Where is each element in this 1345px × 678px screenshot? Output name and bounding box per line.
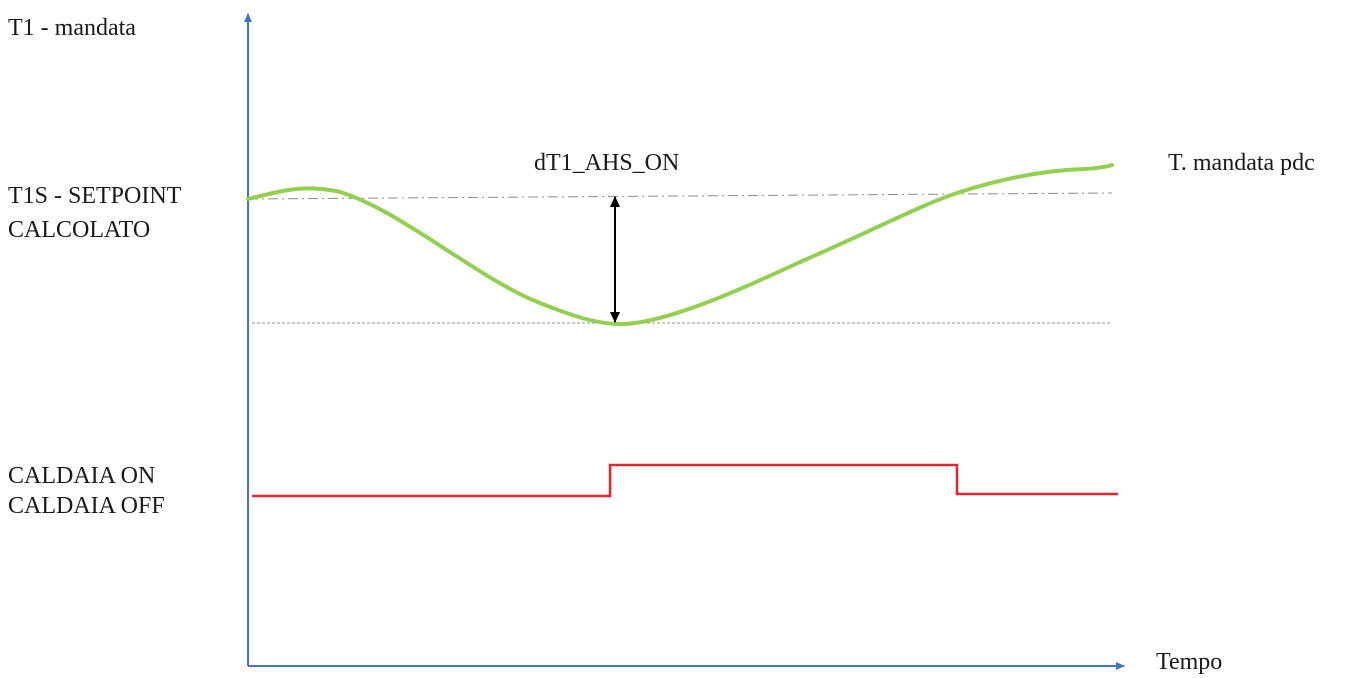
y-axis-label: T1 - mandata — [8, 15, 136, 41]
boiler-signal — [252, 463, 1118, 498]
delta-label: dT1_AHS_ON — [534, 150, 680, 176]
setpoint-label-line2: CALCOLATO — [8, 217, 151, 243]
setpoint-reference-line — [247, 192, 1113, 200]
curve-label: T. mandata pdc — [1168, 150, 1315, 176]
temperature-curve — [246, 163, 1114, 327]
setpoint-label-line1: T1S - SETPOINT — [8, 183, 182, 209]
boiler-on-label: CALDAIA ON — [8, 463, 156, 489]
boiler-off-label: CALDAIA OFF — [8, 493, 165, 519]
x-axis-label: Tempo — [1156, 649, 1223, 675]
